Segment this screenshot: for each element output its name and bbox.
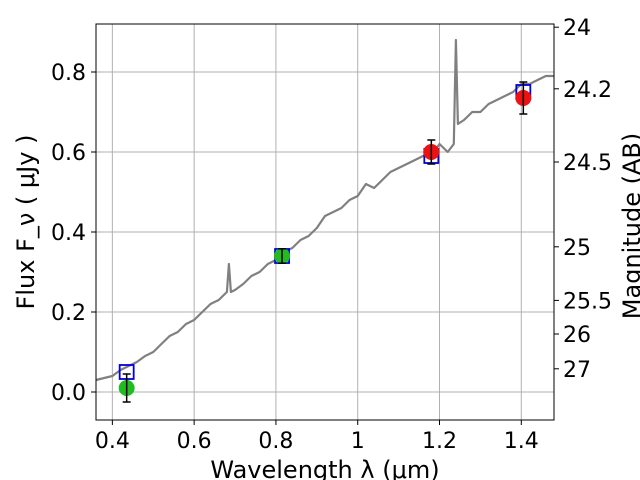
right-tick-label: 26 [563, 323, 591, 348]
y-axis-title: Flux F_ν ( μJy ) [12, 135, 40, 310]
y-tick-label: 0.4 [51, 221, 86, 246]
x-tick-label: 1.4 [504, 429, 539, 454]
plot-frame [95, 23, 555, 421]
right-tick-label: 24 [563, 16, 591, 41]
right-axis-title: Magnitude (AB) [618, 133, 640, 319]
y-tick-label: 0.6 [51, 141, 86, 166]
right-tick-label: 27 [563, 358, 591, 383]
x-tick-label: 1 [351, 429, 365, 454]
right-tick-label: 24.2 [563, 78, 612, 103]
spectrum-line [95, 38, 554, 382]
right-tick-label: 24.5 [563, 151, 612, 176]
x-tick-label: 0.6 [177, 429, 212, 454]
y-tick-label: 0.2 [51, 301, 86, 326]
y-tick-label: 0.0 [51, 381, 86, 406]
right-tick-label: 25.5 [563, 289, 612, 314]
right-tick-label: 25 [563, 236, 591, 261]
y-tick-label: 0.8 [51, 61, 86, 86]
x-tick-label: 0.8 [258, 429, 293, 454]
x-tick-label: 0.4 [95, 429, 130, 454]
x-axis-title: Wavelength λ (μm) [210, 456, 439, 480]
x-tick-label: 1.2 [422, 429, 457, 454]
